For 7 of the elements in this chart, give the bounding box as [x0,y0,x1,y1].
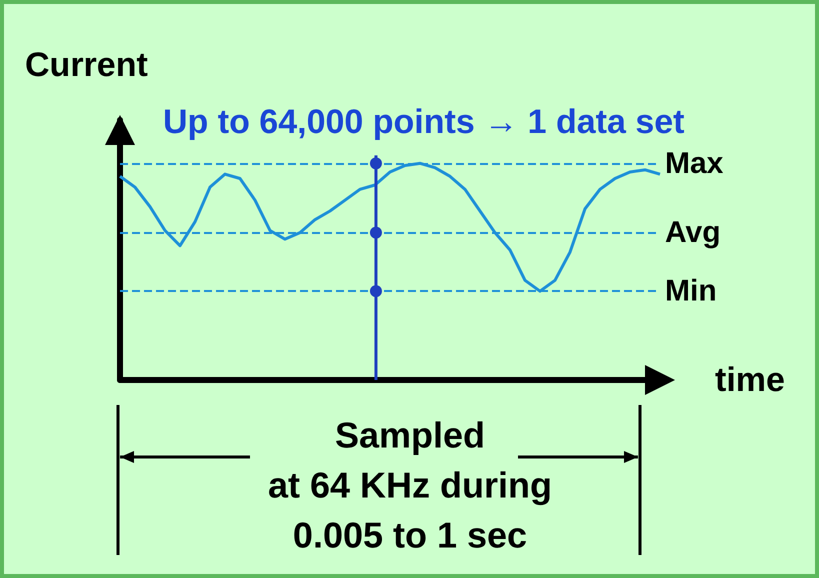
x-axis-title: time [715,361,785,399]
chart-subtitle: Up to 64,000 points → 1 data set [163,103,684,141]
ref-line-label: Min [665,274,717,308]
ref-line-label: Avg [665,216,721,250]
text: Sampled at 64 KHz during 0.005 to 1 sec [268,414,552,556]
y-axis-title: Current [25,46,148,84]
ref-line-label: Max [665,146,724,180]
